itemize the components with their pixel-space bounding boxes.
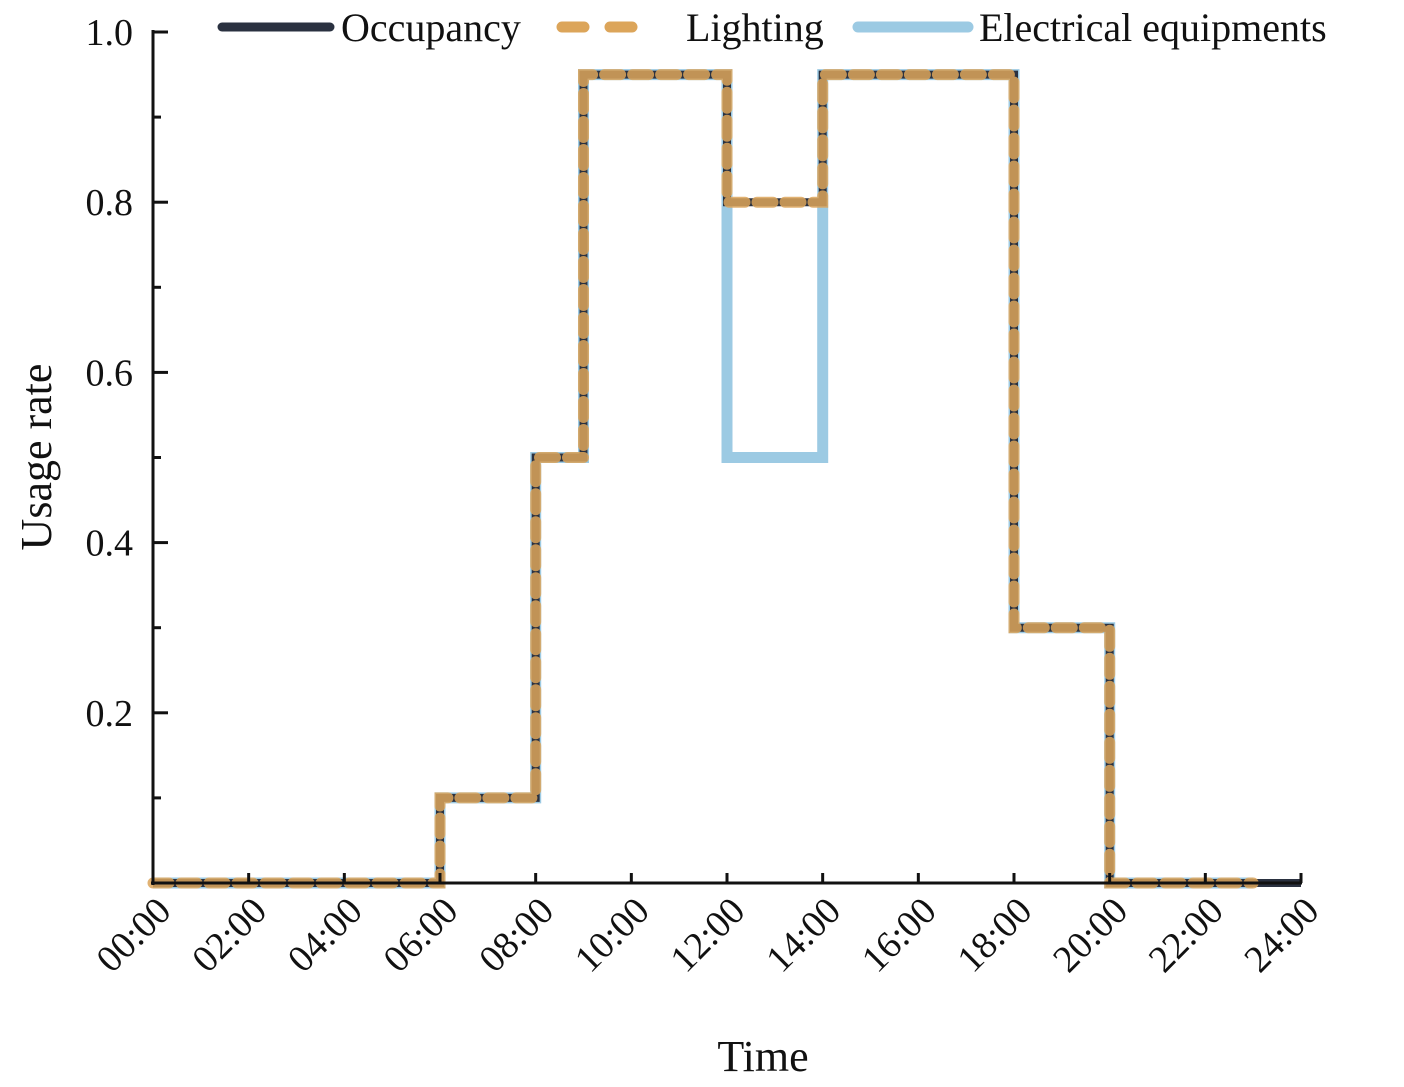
x-tick-label: 22:00 [1141, 890, 1232, 981]
legend: Occupancy Lighting Electrical equipments [217, 5, 1327, 50]
plot-lines [147, 69, 1301, 889]
x-tick-label: 04:00 [280, 890, 371, 981]
x-tick-label: 24:00 [1236, 890, 1327, 981]
x-tick-label: 10:00 [567, 890, 658, 981]
y-axis-ticks: 0.2 0.4 0.6 0.8 1.0 [86, 12, 168, 800]
x-tick-label: 12:00 [662, 890, 753, 981]
y-axis-title: Usage rate [12, 364, 61, 551]
x-tick-label: 08:00 [471, 890, 562, 981]
x-tick-label: 20:00 [1045, 890, 1136, 981]
legend-label-occupancy: Occupancy [341, 5, 521, 50]
x-axis-title: Time [717, 1032, 808, 1081]
y-tick-label: 0.2 [86, 693, 134, 735]
x-tick-label: 02:00 [184, 890, 275, 981]
y-tick-label: 0.4 [86, 523, 134, 565]
legend-label-lighting: Lighting [686, 5, 824, 50]
series-line-lighting [147, 69, 1259, 889]
x-tick-label: 06:00 [375, 890, 466, 981]
x-axis-ticks: 00:00 02:00 04:00 06:00 08:00 10:00 12:00 14:00… [88, 873, 1327, 981]
x-tick-label: 18:00 [949, 890, 1040, 981]
x-tick-label: 16:00 [854, 890, 945, 981]
series-line-electrical-equipments [153, 69, 1254, 889]
y-tick-label: 1.0 [86, 12, 134, 54]
y-tick-label: 0.6 [86, 352, 134, 394]
legend-label-electrical-equipments: Electrical equipments [979, 5, 1327, 50]
x-tick-label: 00:00 [88, 890, 179, 981]
y-tick-label: 0.8 [86, 182, 134, 224]
x-tick-label: 14:00 [758, 890, 849, 981]
